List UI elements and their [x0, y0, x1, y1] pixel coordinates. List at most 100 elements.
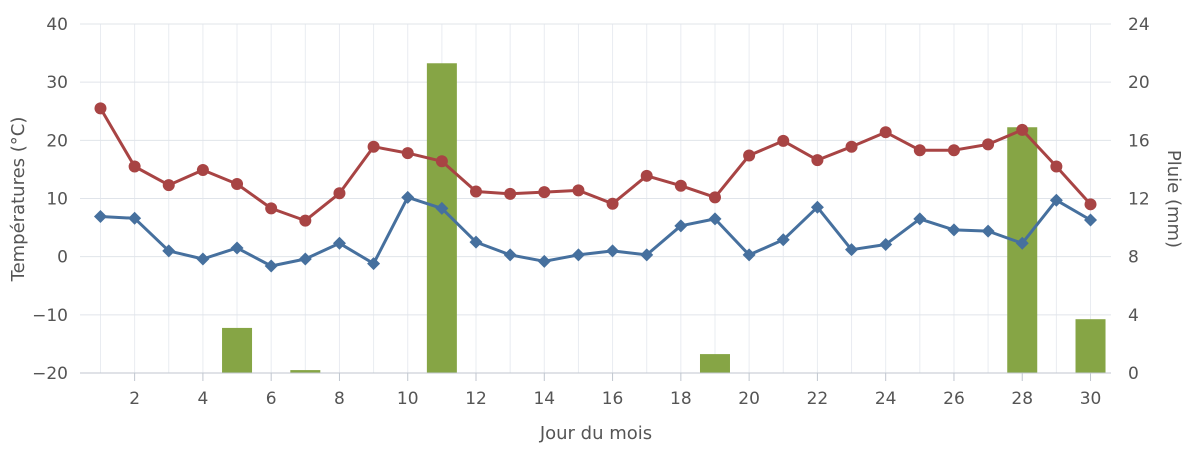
min-temperature-point	[128, 211, 142, 225]
rain-bar	[222, 327, 253, 373]
min-temperature-point	[298, 252, 312, 266]
max-temperature-point	[196, 163, 209, 176]
y-left-tick-label: −10	[32, 306, 68, 326]
max-temperature-point	[231, 177, 244, 190]
max-temperature-line	[99, 106, 1092, 223]
y-right-tick-label: 4	[1128, 306, 1139, 326]
min-temperature-point	[162, 244, 176, 258]
y-left-tick-label: −20	[32, 364, 68, 384]
max-temperature-point	[94, 102, 107, 115]
max-temperature-point	[572, 184, 585, 197]
max-temperature-point	[708, 191, 721, 204]
x-tick-label: 30	[1080, 389, 1102, 409]
x-tick-label: 10	[397, 389, 419, 409]
x-tick-label: 24	[875, 389, 897, 409]
max-temperature-point	[777, 134, 790, 147]
y-left-tick-label: 20	[46, 131, 68, 151]
min-temperature-point	[810, 200, 824, 214]
min-temperature-point	[674, 219, 688, 233]
axis-labels: Jour du mois Températures (°C) Pluie (mm…	[8, 15, 1184, 444]
x-tick-label: 12	[465, 389, 487, 409]
rain-bar	[290, 370, 321, 373]
temperature-markers	[93, 102, 1098, 273]
x-tick-label: 4	[197, 389, 208, 409]
x-tick-label: 22	[807, 389, 829, 409]
x-tick-label: 6	[266, 389, 277, 409]
min-temperature-point	[981, 224, 995, 238]
max-temperature-point	[435, 155, 448, 168]
x-tick-label: 18	[670, 389, 692, 409]
min-temperature-point	[264, 259, 278, 273]
min-temperature-point	[435, 201, 449, 215]
min-temperature-point	[742, 248, 756, 262]
y-right-tick-label: 24	[1128, 15, 1150, 35]
x-tick-label: 8	[334, 389, 345, 409]
min-temperature-point	[606, 244, 620, 258]
max-temperature-point	[162, 179, 175, 192]
max-temperature-point	[333, 187, 346, 200]
min-temperature-point	[537, 254, 551, 268]
x-tick-label: 28	[1011, 389, 1033, 409]
min-temperature-point	[401, 190, 415, 204]
min-temperature-point	[93, 210, 107, 224]
max-temperature-point	[1050, 160, 1063, 173]
min-temperature-line	[99, 195, 1092, 268]
max-temperature-point	[367, 140, 380, 153]
min-temperature-point	[879, 237, 893, 251]
y-right-tick-label: 0	[1128, 364, 1139, 384]
y-right-tick-label: 12	[1128, 190, 1150, 210]
y-left-tick-label: 30	[46, 73, 68, 93]
x-tick-label: 26	[943, 389, 965, 409]
y-left-axis-title: Températures (°C)	[8, 117, 29, 283]
rain-bars	[222, 63, 1106, 373]
min-temperature-point	[571, 248, 585, 262]
min-temperature-point	[1049, 193, 1063, 207]
max-temperature-point	[947, 144, 960, 157]
min-temperature-point	[367, 257, 381, 271]
min-temperature-point	[332, 236, 346, 250]
max-temperature-point	[1084, 198, 1097, 211]
max-temperature-point	[538, 186, 551, 199]
min-temperature-point	[913, 212, 927, 226]
max-temperature-point	[845, 140, 858, 153]
min-temperature-point	[469, 235, 483, 249]
x-tick-label: 2	[129, 389, 140, 409]
y-left-tick-label: 0	[57, 248, 68, 268]
min-temperature-point	[1084, 213, 1098, 227]
min-temperature-point	[776, 233, 790, 247]
min-temperature-point	[503, 248, 517, 262]
x-tick-label: 16	[602, 389, 624, 409]
max-temperature-point	[879, 126, 892, 139]
rain-bar	[1075, 319, 1106, 373]
x-tick-label: 20	[738, 389, 760, 409]
rain-bar	[699, 354, 730, 373]
y-left-tick-label: 40	[46, 15, 68, 35]
min-temperature-point	[947, 223, 961, 237]
max-temperature-point	[640, 169, 653, 182]
max-temperature-point	[401, 147, 414, 160]
y-right-axis-title: Pluie (mm)	[1163, 150, 1184, 248]
min-temperature-point	[1015, 236, 1029, 250]
max-temperature-point	[504, 187, 517, 200]
max-temperature-point	[128, 160, 141, 173]
min-temperature-point	[845, 243, 859, 257]
max-temperature-point	[913, 144, 926, 157]
max-temperature-point	[982, 138, 995, 151]
max-temperature-point	[265, 202, 278, 215]
min-temperature-point	[230, 241, 244, 255]
y-right-tick-label: 8	[1128, 248, 1139, 268]
max-temperature-point	[811, 154, 824, 167]
min-temperature-point	[708, 212, 722, 226]
x-tick-label: 14	[533, 389, 555, 409]
max-temperature-point	[1016, 123, 1029, 136]
temperature-lines	[99, 106, 1092, 268]
rain-bar	[1007, 127, 1038, 373]
y-right-tick-label: 16	[1128, 131, 1150, 151]
max-temperature-point	[470, 185, 483, 198]
max-temperature-point	[606, 197, 619, 210]
x-axis-title: Jour du mois	[539, 423, 652, 444]
y-left-tick-label: 10	[46, 190, 68, 210]
max-temperature-point	[743, 149, 756, 162]
